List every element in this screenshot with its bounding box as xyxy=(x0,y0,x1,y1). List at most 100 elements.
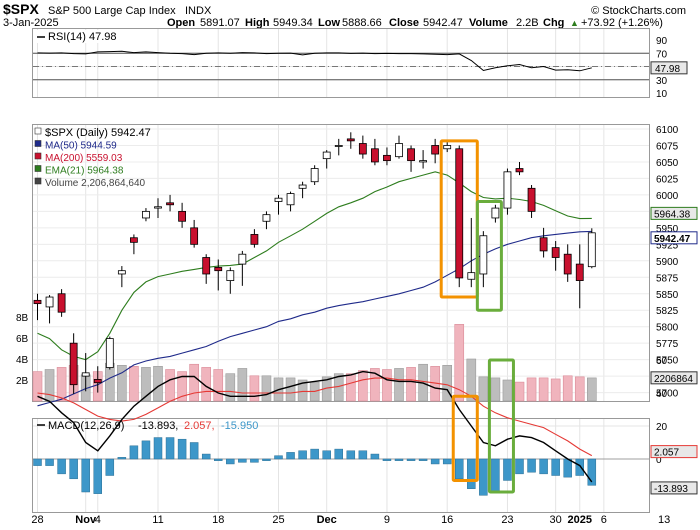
candle-up xyxy=(81,372,90,377)
volume-tick-label: 4B xyxy=(16,355,29,366)
green-box-price xyxy=(475,199,503,312)
macd-histogram-bar xyxy=(177,438,187,460)
candle-down xyxy=(563,253,572,275)
candle-down xyxy=(33,299,42,305)
x-tick-label: 23 xyxy=(501,514,513,526)
volume-bar xyxy=(550,378,561,402)
macd-histogram-bar xyxy=(262,458,271,461)
ohlc-summary: Open 5891.07 High 5949.34 Low 5888.66 Cl… xyxy=(167,17,663,29)
macd-histogram-bar xyxy=(105,458,115,476)
rsi-last-label: 47.98 xyxy=(655,64,680,75)
candle-down xyxy=(407,148,415,162)
price-last-label: 5964.38 xyxy=(654,209,691,220)
low-value: 5888.66 xyxy=(342,17,382,29)
macd-histogram-bar xyxy=(81,458,90,493)
volume-bar xyxy=(177,371,187,402)
volume-bar xyxy=(406,367,416,402)
ema21-line xyxy=(37,171,592,361)
price-legend-item: MA(200) 5559.03 xyxy=(45,153,123,164)
volume-bar xyxy=(454,324,465,402)
volume-bar xyxy=(562,375,573,402)
candle-up xyxy=(142,210,150,219)
x-tick-label: Dec xyxy=(317,514,337,526)
price-legend-swatch xyxy=(34,127,42,135)
macd-histogram-bar xyxy=(189,442,199,460)
chg-arrow-icon: ▲ xyxy=(570,18,579,28)
volume-bar xyxy=(466,358,477,402)
volume-bar xyxy=(201,367,211,402)
high-value: 5949.34 xyxy=(273,17,313,29)
rsi-last-badge xyxy=(650,61,688,75)
price-legend-swatch xyxy=(34,165,42,172)
macd-histogram-bar xyxy=(298,450,307,460)
price-tick-label: 5800 xyxy=(656,323,679,334)
macd-histogram-bar xyxy=(141,440,151,460)
macd-legend-item: 2.057, xyxy=(184,420,215,432)
exchange: INDX xyxy=(185,5,212,17)
macd-histogram-bar xyxy=(563,458,572,478)
candle-up xyxy=(298,184,307,189)
candle-down xyxy=(383,154,391,162)
price-series: 5964.38 5942.47 xyxy=(33,132,698,407)
volume-last-label: 2206864 xyxy=(654,374,693,385)
macd-histogram-bar xyxy=(394,458,404,461)
high-label: High xyxy=(245,17,270,29)
macd-histogram-bar xyxy=(503,458,512,481)
macd-histogram-bar xyxy=(214,458,223,461)
macd-histogram-bar xyxy=(129,445,139,460)
volume-bars: 2206864 xyxy=(32,324,698,402)
volume-bar xyxy=(237,368,248,402)
price-tick-label: 5775 xyxy=(656,339,679,350)
macd-tick-label: 40 xyxy=(656,389,668,400)
macd-legend-item: -15.950 xyxy=(221,420,258,432)
volume-tick-label: 2B xyxy=(16,376,29,387)
macd-histogram-bar xyxy=(491,458,500,493)
volume-bar xyxy=(574,376,585,402)
legends: RSI(14) 47.98 $SPX (Daily) 5942.47 MA(50) … xyxy=(34,30,258,432)
price-panel xyxy=(32,124,650,402)
volume-bar xyxy=(345,373,356,402)
macd-histogram-bar xyxy=(587,458,597,486)
candle-down xyxy=(575,263,584,281)
volume-bar xyxy=(297,379,308,402)
close-value: 5942.47 xyxy=(423,17,463,29)
volume-bar xyxy=(153,366,163,402)
volume-bar xyxy=(382,369,392,402)
price-tick-label: 6075 xyxy=(656,141,679,152)
rsi-series: 47.98 xyxy=(33,50,688,81)
macd-histogram-bar xyxy=(117,457,127,460)
candle-up xyxy=(286,193,295,206)
macd-histogram-bar xyxy=(479,458,488,496)
candle-up xyxy=(479,235,488,275)
candle-down xyxy=(551,247,560,258)
x-tick-label: 30 xyxy=(550,514,562,526)
x-tick-label: 13 xyxy=(658,514,670,526)
volume-bar xyxy=(261,375,272,402)
volume-bar xyxy=(249,375,260,402)
candle-down xyxy=(93,379,102,384)
rsi-tick-label: 10 xyxy=(656,89,668,100)
macd-histogram-bar xyxy=(455,458,464,480)
macd-histogram-bar xyxy=(286,452,295,460)
brand: © StockCharts.com xyxy=(591,5,686,17)
macd-histogram-bar xyxy=(69,458,78,480)
candle-up xyxy=(443,145,452,150)
volume-bar xyxy=(117,364,127,402)
macd-legend-item: MACD(12,26,9) xyxy=(48,420,124,432)
price-tick-label: 6050 xyxy=(656,158,679,169)
candle-down xyxy=(69,342,78,386)
macd-histogram-bar xyxy=(527,458,536,473)
orange-box-macd xyxy=(451,394,479,482)
macd-signal-line xyxy=(37,377,593,457)
macd-histogram-bar xyxy=(45,458,54,466)
macd-histogram-bar xyxy=(515,458,524,475)
price-tick-label: 5950 xyxy=(656,224,679,235)
candle-up xyxy=(491,207,500,219)
candle-down xyxy=(202,257,211,275)
macd-histogram-bar xyxy=(165,437,175,460)
volume-value: 2.2B xyxy=(516,17,539,29)
macd-histogram-bar xyxy=(226,458,235,465)
x-tick-label: 11 xyxy=(152,514,163,526)
volume-bar xyxy=(129,366,139,402)
